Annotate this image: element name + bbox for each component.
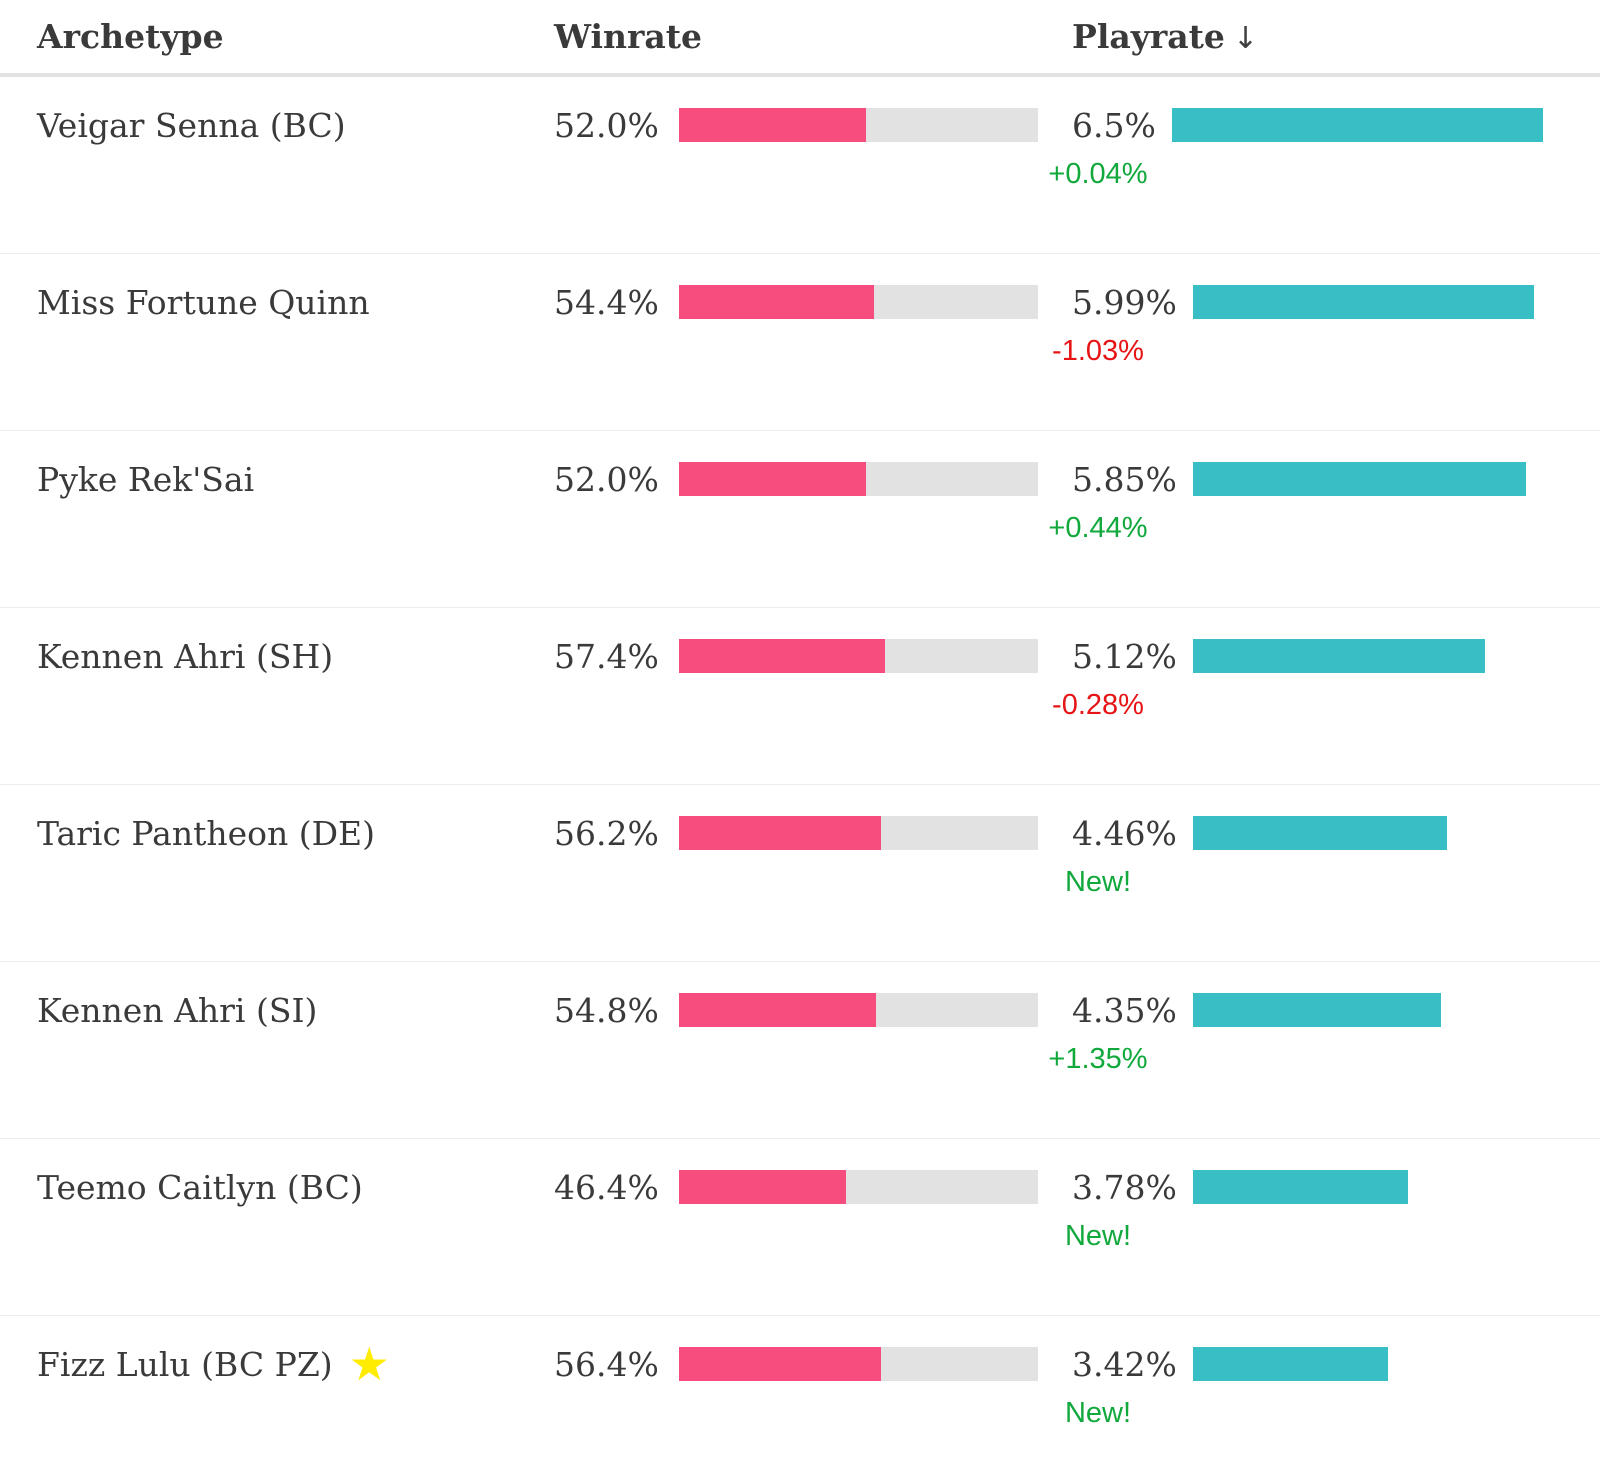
playrate-value: 5.12% [1072, 636, 1177, 676]
column-header-playrate[interactable]: Playrate ↓ [1038, 17, 1600, 56]
playrate-bar [1192, 285, 1534, 319]
winrate-cell: 56.2% [554, 813, 1038, 853]
archetype-table-body: Veigar Senna (BC) 52.0% 6.5% +0.04% Miss… [0, 77, 1600, 1477]
winrate-bar-fill [679, 462, 866, 496]
playrate-bar [1192, 462, 1526, 496]
winrate-bar-fill [679, 285, 875, 319]
archetype-cell: Kennen Ahri (SI) [0, 990, 554, 1030]
playrate-change: +0.04% [1048, 158, 1148, 190]
archetype-name[interactable]: Kennen Ahri (SH) [37, 636, 334, 676]
winrate-value: 54.8% [554, 990, 659, 1030]
archetype-name[interactable]: Pyke Rek'Sai [37, 459, 255, 499]
playrate-bar [1192, 1347, 1388, 1381]
archetype-cell: Teemo Caitlyn (BC) [0, 1167, 554, 1207]
winrate-bar-fill [679, 816, 881, 850]
winrate-bar-fill [679, 1347, 882, 1381]
archetype-cell: Fizz Lulu (BC PZ) ★ [0, 1341, 554, 1387]
archetype-name[interactable]: Veigar Senna (BC) [37, 105, 346, 145]
playrate-change: New! [1064, 1397, 1132, 1429]
winrate-cell: 46.4% [554, 1167, 1038, 1207]
table-row[interactable]: Teemo Caitlyn (BC) 46.4% 3.78% New! [0, 1139, 1600, 1316]
table-row[interactable]: Pyke Rek'Sai 52.0% 5.85% +0.44% [0, 431, 1600, 608]
playrate-cell: 4.46% New! [1038, 813, 1600, 961]
playrate-bar [1192, 993, 1441, 1027]
table-row[interactable]: Fizz Lulu (BC PZ) ★ 56.4% 3.42% New! [0, 1316, 1600, 1477]
winrate-value: 52.0% [554, 459, 659, 499]
sort-descending-arrow-icon: ↓ [1232, 21, 1259, 56]
playrate-value: 4.35% [1072, 990, 1177, 1030]
playrate-cell: 5.12% -0.28% [1038, 636, 1600, 784]
playrate-bar [1192, 1170, 1408, 1204]
table-row[interactable]: Miss Fortune Quinn 54.4% 5.99% -1.03% [0, 254, 1600, 431]
archetype-name[interactable]: Miss Fortune Quinn [37, 282, 370, 322]
winrate-bar-track [679, 285, 1038, 319]
winrate-value: 56.2% [554, 813, 659, 853]
table-row[interactable]: Kennen Ahri (SI) 54.8% 4.35% +1.35% [0, 962, 1600, 1139]
winrate-bar-track [679, 639, 1038, 673]
winrate-bar-track [679, 816, 1038, 850]
playrate-value: 3.78% [1072, 1167, 1177, 1207]
playrate-cell: 3.42% New! [1038, 1344, 1600, 1477]
column-header-archetype[interactable]: Archetype [37, 17, 224, 56]
playrate-change: +1.35% [1048, 1043, 1148, 1075]
archetype-name[interactable]: Teemo Caitlyn (BC) [37, 1167, 363, 1207]
playrate-bar [1192, 639, 1485, 673]
winrate-value: 54.4% [554, 282, 659, 322]
winrate-bar-track [679, 993, 1038, 1027]
table-row[interactable]: Veigar Senna (BC) 52.0% 6.5% +0.04% [0, 77, 1600, 254]
archetype-name[interactable]: Fizz Lulu (BC PZ) [37, 1344, 333, 1384]
archetype-cell: Miss Fortune Quinn [0, 282, 554, 322]
winrate-cell: 52.0% [554, 459, 1038, 499]
playrate-value: 6.5% [1072, 105, 1156, 145]
playrate-change: +0.44% [1048, 512, 1148, 544]
playrate-value: 3.42% [1072, 1344, 1177, 1384]
playrate-cell: 3.78% New! [1038, 1167, 1600, 1315]
winrate-value: 57.4% [554, 636, 659, 676]
playrate-cell: 5.99% -1.03% [1038, 282, 1600, 430]
winrate-bar-track [679, 462, 1038, 496]
winrate-bar-track [679, 1170, 1038, 1204]
winrate-bar-track [679, 1347, 1038, 1381]
playrate-value: 5.85% [1072, 459, 1177, 499]
playrate-bar [1192, 816, 1447, 850]
archetype-cell: Kennen Ahri (SH) [0, 636, 554, 676]
winrate-cell: 52.0% [554, 105, 1038, 145]
table-header-row: Archetype Winrate Playrate ↓ [0, 0, 1600, 77]
table-row[interactable]: Taric Pantheon (DE) 56.2% 4.46% New! [0, 785, 1600, 962]
playrate-value: 5.99% [1072, 282, 1177, 322]
playrate-value: 4.46% [1072, 813, 1177, 853]
column-header-playrate-label: Playrate [1072, 17, 1225, 56]
table-row[interactable]: Kennen Ahri (SH) 57.4% 5.12% -0.28% [0, 608, 1600, 785]
playrate-cell: 5.85% +0.44% [1038, 459, 1600, 607]
playrate-change: New! [1064, 866, 1132, 898]
archetype-cell: Taric Pantheon (DE) [0, 813, 554, 853]
winrate-cell: 54.8% [554, 990, 1038, 1030]
winrate-value: 56.4% [554, 1344, 659, 1384]
winrate-bar-fill [679, 1170, 846, 1204]
archetype-cell: Veigar Senna (BC) [0, 105, 554, 145]
playrate-change: New! [1064, 1220, 1132, 1252]
winrate-value: 46.4% [554, 1167, 659, 1207]
winrate-bar-fill [679, 639, 886, 673]
winrate-cell: 56.4% [554, 1344, 1038, 1384]
winrate-value: 52.0% [554, 105, 659, 145]
winrate-bar-fill [679, 108, 866, 142]
archetype-name[interactable]: Kennen Ahri (SI) [37, 990, 318, 1030]
playrate-cell: 4.35% +1.35% [1038, 990, 1600, 1138]
archetype-cell: Pyke Rek'Sai [0, 459, 554, 499]
column-header-winrate[interactable]: Winrate [554, 17, 703, 56]
winrate-cell: 54.4% [554, 282, 1038, 322]
favorite-star-icon[interactable]: ★ [348, 1337, 390, 1391]
playrate-cell: 6.5% +0.04% [1038, 105, 1600, 253]
playrate-change: -0.28% [1052, 689, 1144, 721]
playrate-bar [1171, 108, 1543, 142]
winrate-bar-fill [679, 993, 876, 1027]
playrate-change: -1.03% [1052, 335, 1144, 367]
archetype-name[interactable]: Taric Pantheon (DE) [37, 813, 376, 853]
winrate-bar-track [679, 108, 1038, 142]
winrate-cell: 57.4% [554, 636, 1038, 676]
